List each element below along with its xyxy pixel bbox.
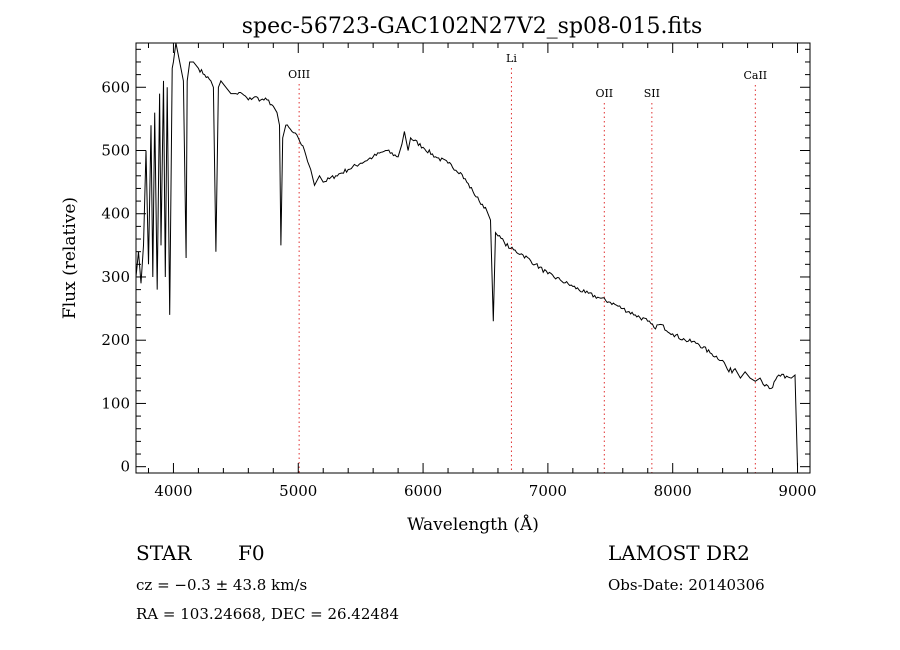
spectrum-series	[135, 42, 798, 467]
y-tick-label: 0	[120, 458, 130, 476]
emission-line-label: CaII	[743, 69, 767, 82]
x-axis-ticks: 4000 5000 6000 7000 8000 9000	[147, 43, 817, 500]
emission-line-label: OII	[595, 87, 613, 100]
x-tick-label: 4000	[154, 482, 192, 500]
x-tick-label: 8000	[654, 482, 692, 500]
emission-line-label: Li	[506, 52, 517, 65]
x-tick-label: 5000	[279, 482, 317, 500]
flux-line	[135, 42, 798, 467]
emission-line-label: SII	[644, 87, 660, 100]
plot-frame	[135, 42, 811, 474]
y-tick-label: 500	[101, 142, 130, 160]
redshift-velocity: cz = −0.3 ± 43.8 km/s	[136, 576, 307, 594]
y-tick-label: 400	[101, 205, 130, 223]
observation-date: Obs-Date: 20140306	[608, 576, 765, 594]
survey-name: LAMOST DR2	[608, 541, 750, 565]
y-axis-label: Flux (relative)	[60, 197, 80, 319]
y-tick-label: 100	[101, 394, 130, 412]
coordinates: RA = 103.24668, DEC = 26.42484	[136, 605, 399, 623]
y-axis-ticks: 0 100 200 300 400 500 600	[101, 48, 810, 476]
object-class: STAR	[136, 541, 192, 565]
y-tick-label: 200	[101, 331, 130, 349]
x-tick-label: 7000	[529, 482, 567, 500]
x-tick-label: 9000	[778, 482, 816, 500]
y-tick-label: 600	[101, 78, 130, 96]
emission-line-label: OIII	[288, 68, 310, 81]
object-subclass: F0	[238, 541, 265, 565]
x-tick-label: 6000	[404, 482, 442, 500]
chart-title: spec-56723-GAC102N27V2_sp08-015.fits	[242, 14, 703, 39]
x-axis-label: Wavelength (Å)	[407, 514, 539, 535]
y-tick-label: 300	[101, 268, 130, 286]
emission-line-markers: OIII Li OII SII CaII	[288, 52, 767, 473]
